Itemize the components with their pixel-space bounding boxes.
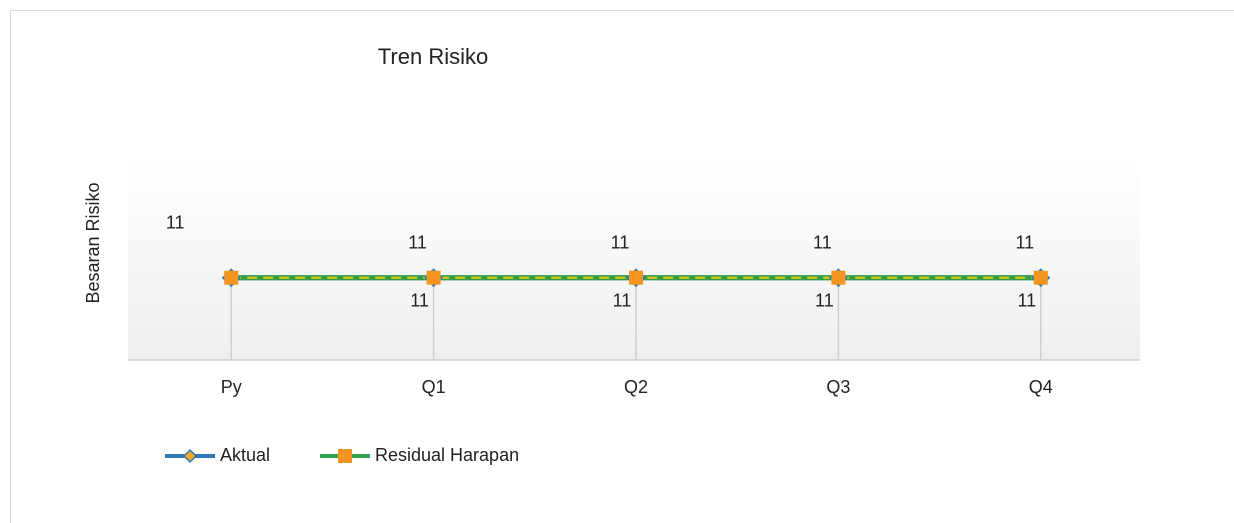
chart-title: Tren Risiko (378, 44, 488, 69)
marker-square (426, 270, 441, 285)
x-tick-label: Q4 (1029, 377, 1053, 397)
data-label: 11 (611, 232, 630, 252)
y-axis-label: Besaran Risiko (83, 182, 103, 303)
marker-square (1033, 270, 1048, 285)
legend-marker (182, 448, 198, 464)
data-label: 11 (613, 290, 632, 310)
marker-square (831, 270, 846, 285)
data-label: 11 (815, 290, 834, 310)
data-label: 11 (408, 232, 427, 252)
x-tick-label: Q2 (624, 377, 648, 397)
legend-marker (338, 449, 352, 463)
marker-square (629, 270, 643, 285)
data-label: 11 (410, 290, 429, 310)
legend-label: Aktual (220, 445, 270, 465)
data-label: 11 (813, 232, 832, 252)
legend-label: Residual Harapan (375, 445, 519, 465)
marker-square (224, 270, 239, 285)
x-tick-label: Q1 (422, 377, 446, 397)
data-label: 11 (1015, 232, 1034, 252)
data-label: 11 (166, 212, 185, 232)
x-tick-label: Q3 (826, 377, 850, 397)
x-tick-label: Py (221, 377, 242, 397)
data-label: 11 (1017, 290, 1036, 310)
plot-area (128, 158, 1140, 360)
